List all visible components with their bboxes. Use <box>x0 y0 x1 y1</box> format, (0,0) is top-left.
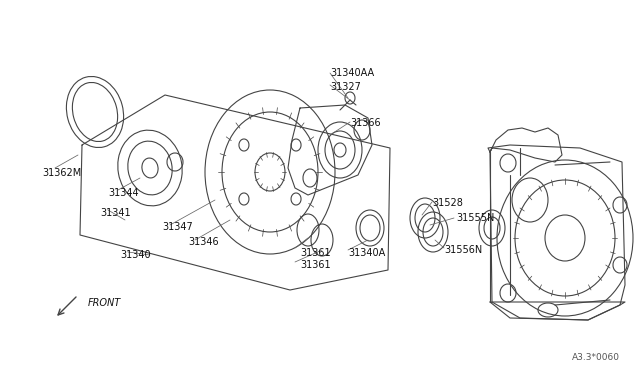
Text: 31366: 31366 <box>350 118 381 128</box>
Text: 31341: 31341 <box>100 208 131 218</box>
Text: 31327: 31327 <box>330 82 361 92</box>
Text: 31362M: 31362M <box>42 168 81 178</box>
Text: 31340AA: 31340AA <box>330 68 374 78</box>
Text: 31361: 31361 <box>300 260 331 270</box>
Text: 31344: 31344 <box>108 188 139 198</box>
Text: 31555N: 31555N <box>456 213 494 223</box>
Text: 31528: 31528 <box>432 198 463 208</box>
Text: 31340: 31340 <box>120 250 150 260</box>
Text: 31340A: 31340A <box>348 248 385 258</box>
Text: 31346: 31346 <box>188 237 219 247</box>
Text: 31556N: 31556N <box>444 245 483 255</box>
Text: A3.3*0060: A3.3*0060 <box>572 353 620 362</box>
Text: FRONT: FRONT <box>88 298 121 308</box>
Text: 31347: 31347 <box>162 222 193 232</box>
Text: 31361: 31361 <box>300 248 331 258</box>
